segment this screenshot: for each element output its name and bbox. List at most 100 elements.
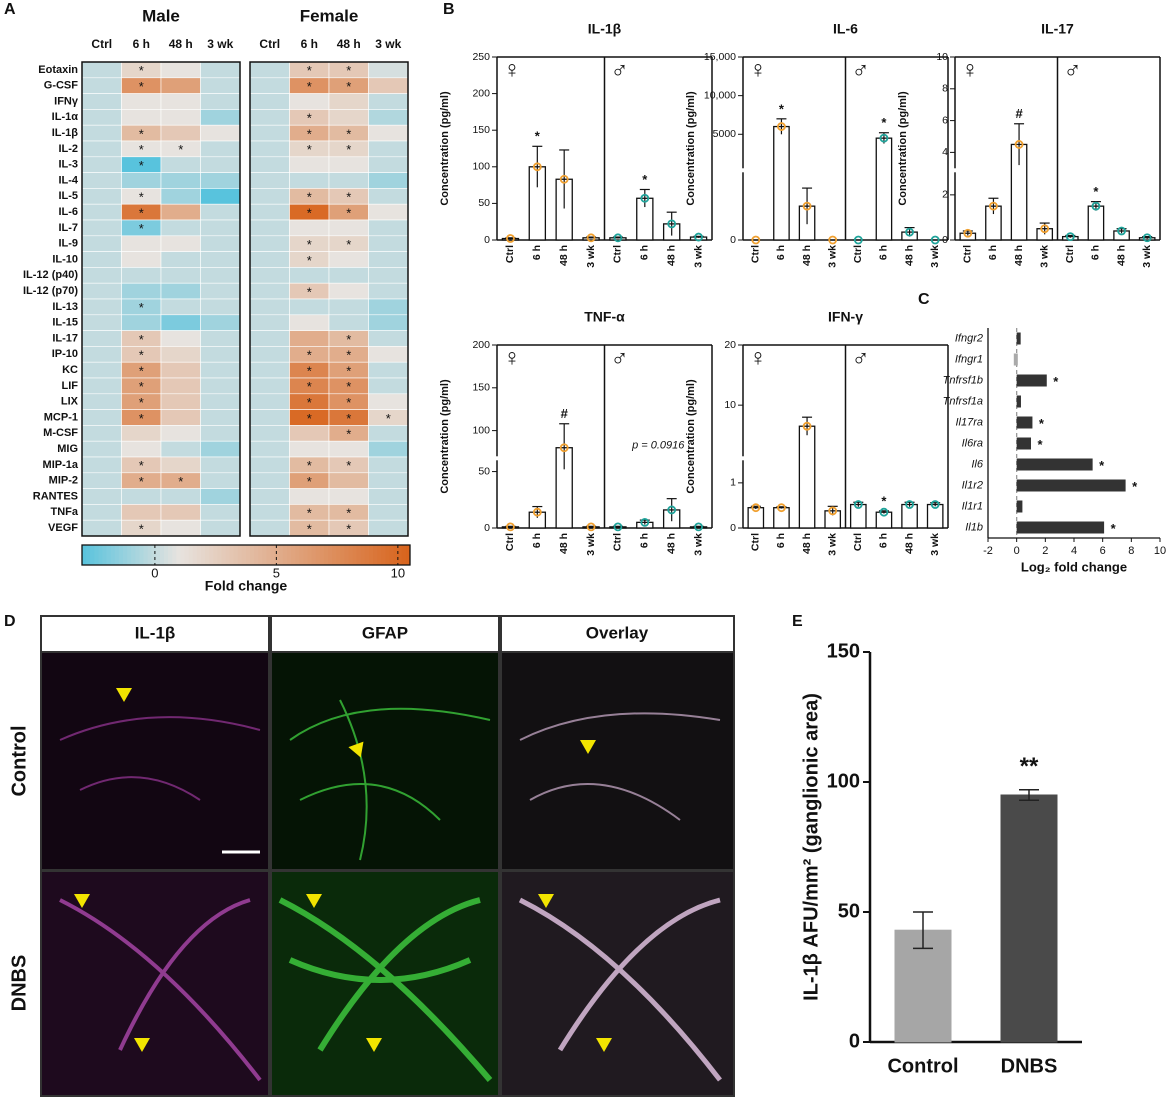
heatmap-cell — [368, 472, 409, 489]
x-tick-label: 48 h — [665, 245, 677, 266]
significance-star: * — [139, 521, 144, 536]
x-tick-label: 3 wk — [692, 245, 704, 268]
significance-star: * — [307, 379, 312, 394]
x-tick-label: Ctrl — [612, 245, 624, 263]
heatmap-cell — [160, 298, 201, 316]
row-label: LIF — [62, 380, 79, 392]
significance-star: * — [307, 190, 312, 205]
colorbar-step — [397, 545, 403, 565]
heatmap-cell — [200, 314, 241, 331]
heatmap-cell — [200, 361, 241, 379]
heatmap-cell — [81, 251, 122, 268]
y-tick-label: 200 — [472, 87, 490, 99]
heatmap-cell — [249, 77, 290, 94]
heatmap-cell — [249, 377, 290, 395]
y-tick-label: 4 — [942, 146, 948, 158]
x-tick-label: Ctrl — [852, 533, 864, 551]
heatmap-cell — [249, 140, 290, 158]
heatmap-cell — [160, 330, 201, 347]
colorbar-step — [90, 545, 95, 565]
significance-star: * — [346, 237, 351, 252]
colorbar-step — [274, 545, 280, 565]
heatmap-cell — [200, 203, 241, 221]
y-axis-label: Concentration (pg/ml) — [897, 91, 909, 206]
heatmap-cell — [289, 219, 330, 237]
colorbar-step — [373, 545, 378, 565]
heatmap-cell — [200, 346, 241, 363]
x-tick-label: 6 h — [639, 533, 651, 548]
significance-star: * — [346, 348, 351, 363]
mean-point — [751, 503, 761, 513]
colorbar-step — [356, 545, 362, 565]
column-header-box — [272, 617, 498, 651]
heatmap-cell — [200, 425, 241, 442]
panel-label: A — [4, 1, 16, 18]
significance: * — [881, 493, 887, 508]
colorbar-step — [389, 545, 395, 565]
heatmap-cell — [121, 282, 162, 300]
heatmap-cell — [160, 267, 201, 284]
heatmap-cell — [121, 251, 162, 268]
heatmap-cell — [368, 93, 409, 110]
heatmap-cell — [249, 488, 290, 505]
heatmap-cell — [160, 282, 201, 300]
colorbar-step — [336, 545, 341, 565]
heatmap-cell — [121, 267, 162, 284]
significance-star: * — [139, 363, 144, 378]
colorbar-step — [393, 545, 399, 565]
heatmap-cell — [81, 298, 122, 316]
significance-star: * — [307, 474, 312, 489]
heatmap-cell — [368, 61, 409, 79]
significance-star: * — [139, 300, 144, 315]
mean-point — [879, 133, 889, 143]
y-tick-label: 100 — [472, 424, 490, 436]
group-symbol: ♀ — [749, 56, 767, 83]
colorbar-step — [254, 545, 259, 565]
x-tick-label: -2 — [983, 545, 993, 557]
heatmap-cell — [160, 425, 201, 442]
colorbar-step — [200, 545, 206, 565]
y-tick-label: 6 — [942, 114, 948, 126]
heatmap-cell — [249, 188, 290, 205]
heatmap-cell — [81, 472, 122, 489]
x-tick-label: 3 wk — [1141, 245, 1153, 268]
row-label: IL-15 — [52, 317, 78, 329]
column-label: 3 wk — [207, 37, 233, 51]
heatmap-cell — [81, 188, 122, 205]
annotation: p = 0.0916 — [631, 440, 685, 452]
category-label: Ifngr1 — [955, 353, 983, 365]
mean-point — [1117, 226, 1126, 236]
colorbar-step — [217, 545, 222, 565]
heatmap-cell — [121, 440, 162, 458]
colorbar-step — [131, 545, 136, 565]
heatmap-cell — [160, 109, 201, 126]
bar — [1016, 458, 1093, 471]
mean-point — [1040, 224, 1050, 234]
heatmap-cell — [200, 330, 241, 347]
x-tick-label: 6 h — [531, 245, 543, 260]
significance-star: * — [139, 126, 144, 141]
significance: * — [1111, 521, 1117, 536]
heatmap-cell — [200, 440, 241, 458]
significance-star: * — [139, 142, 144, 157]
heatmap-cell — [81, 93, 122, 110]
heatmap-cell — [200, 267, 241, 284]
colorbar-step — [123, 545, 128, 565]
x-tick-label: 48 h — [801, 245, 813, 266]
heatmap-cell — [368, 235, 409, 252]
y-tick-label: 0 — [484, 234, 490, 246]
significance-star: * — [307, 348, 312, 363]
row-label: MCP-1 — [44, 411, 78, 423]
heatmap-cell — [328, 172, 369, 189]
row-label: IL-13 — [52, 301, 78, 313]
colorbar-step — [106, 545, 112, 565]
heatmap-cell — [289, 93, 330, 110]
heatmap-cell — [81, 267, 122, 284]
bar — [1013, 353, 1018, 366]
heatmap-cell — [160, 93, 201, 110]
significance-star: * — [178, 474, 183, 489]
y-tick-label: 10,000 — [704, 89, 736, 101]
colorbar-step — [118, 545, 124, 565]
heatmap-cell — [200, 282, 241, 300]
significance-star: * — [139, 158, 144, 173]
